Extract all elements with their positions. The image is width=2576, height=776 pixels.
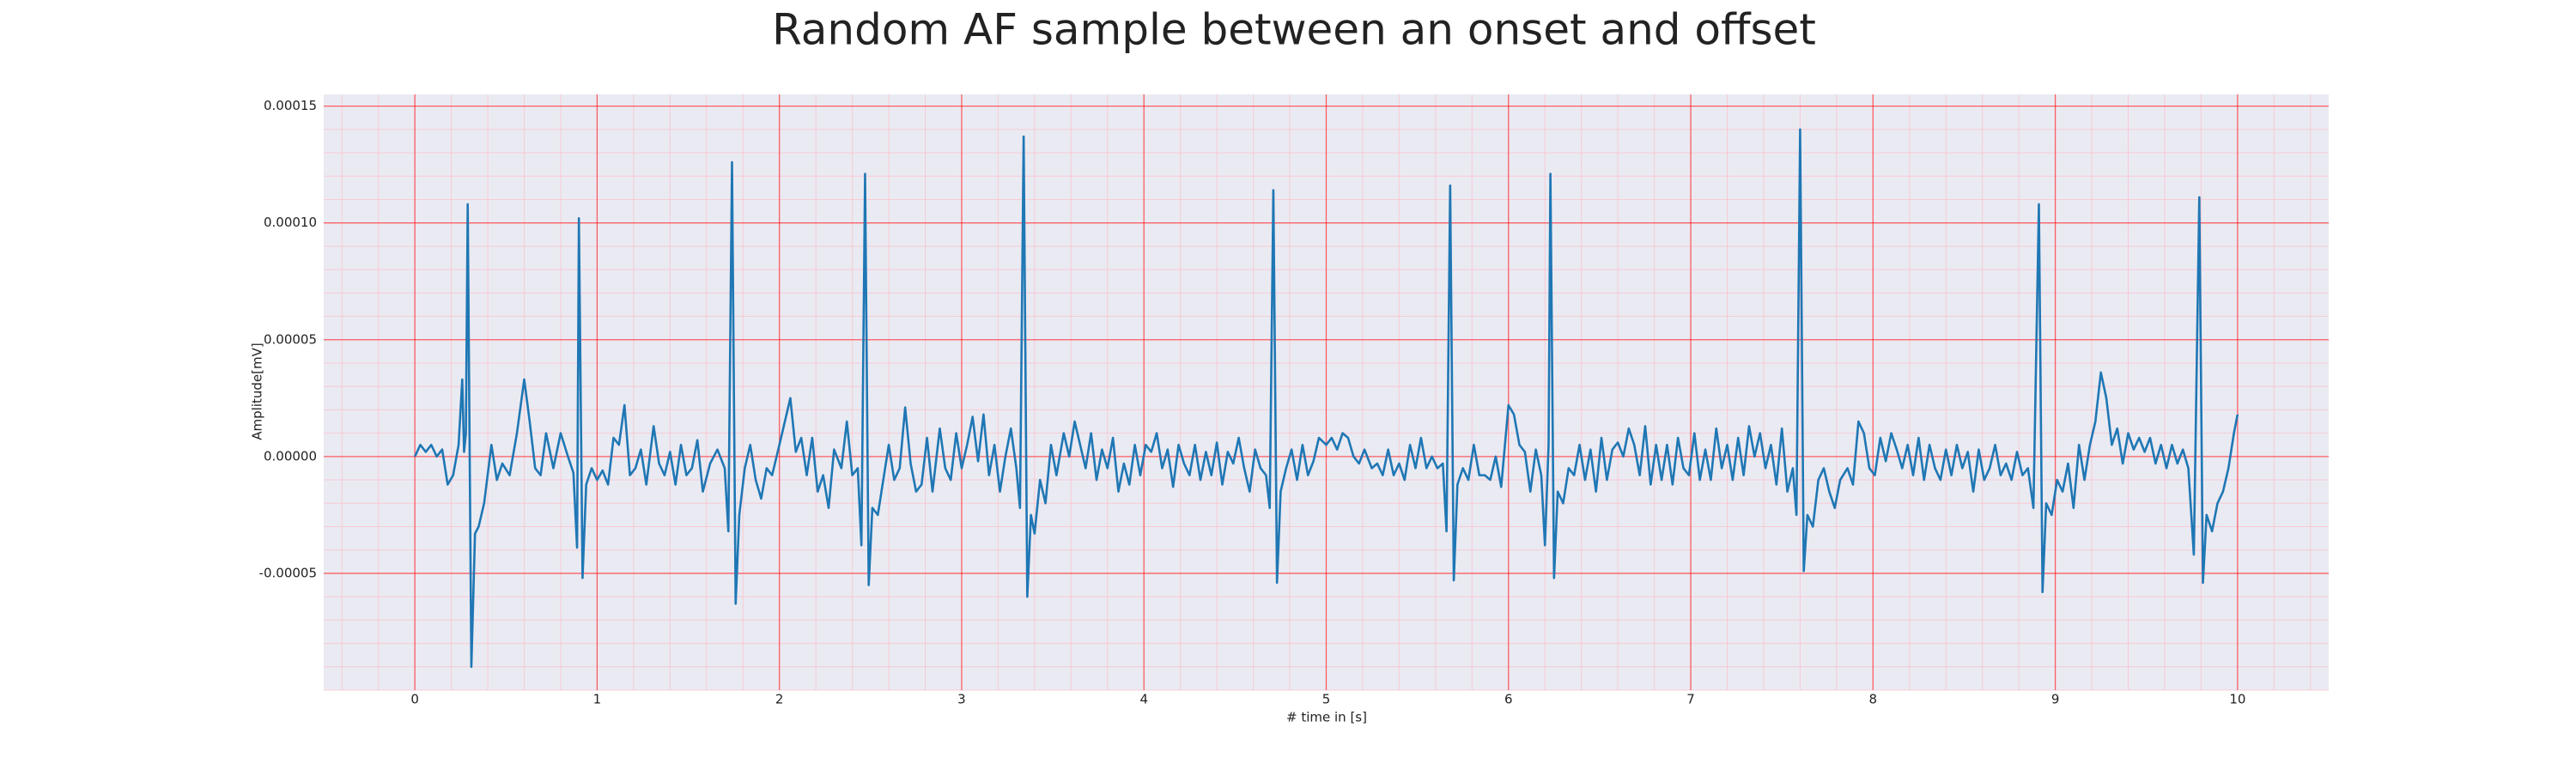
y-axis-label: Amplitude[mV] [250,343,265,440]
x-tick-label: 2 [775,692,784,707]
x-tick-label: 7 [1686,692,1695,707]
y-tick-label: 0.00000 [264,448,317,464]
x-tick-label: 0 [410,692,419,707]
y-tick-label: -0.00005 [259,565,317,580]
signal-line [413,128,2239,669]
x-tick-label: 4 [1139,692,1148,707]
x-axis-label: # time in [s] [1286,710,1367,725]
x-tick-label: 5 [1322,692,1331,707]
y-tick-label: 0.00015 [264,98,317,113]
chart-title: Random AF sample between an onset and of… [772,5,1816,55]
y-tick-label: 0.00005 [264,331,317,347]
x-tick-label: 10 [2229,692,2245,707]
x-tick-label: 8 [1869,692,1878,707]
x-tick-label: 1 [593,692,602,707]
x-tick-label: 3 [957,692,966,707]
x-tick-label: 9 [2051,692,2060,707]
y-tick-label: 0.00010 [264,215,317,230]
x-tick-label: 6 [1504,692,1513,707]
